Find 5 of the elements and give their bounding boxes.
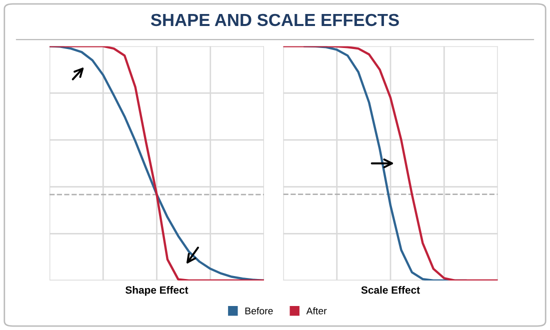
x-axis-title: Shape Effect — [126, 286, 188, 296]
legend-label: After — [306, 307, 327, 314]
legend-label: Before — [245, 307, 273, 314]
x-axis-title: Scale Effect — [361, 286, 420, 294]
chart-title: SHAPE AND SCALE EFFECTS — [150, 14, 399, 26]
